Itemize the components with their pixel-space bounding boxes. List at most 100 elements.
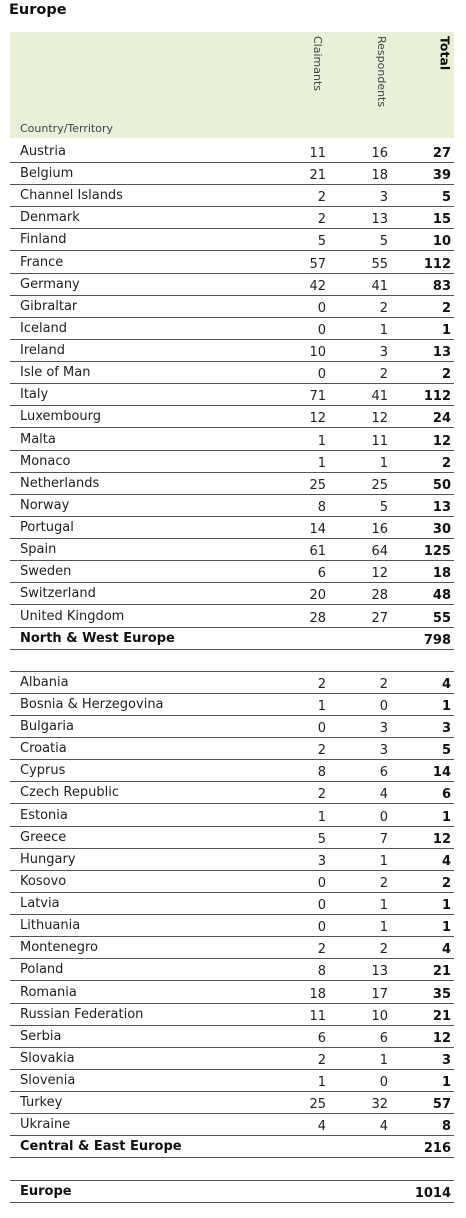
respondents-cell: 16: [371, 146, 388, 161]
total-cell: 1: [441, 699, 451, 714]
country-cell: Luxembourg: [20, 409, 102, 425]
claimants-cell: 1: [317, 699, 326, 714]
claimants-cell: 1: [317, 433, 326, 449]
country-cell: Montenegro: [20, 940, 99, 956]
country-cell: Denmark: [20, 210, 80, 226]
table-row: Russian Federation 11 10 21: [10, 1004, 454, 1026]
country-cell: Iceland: [20, 320, 68, 336]
claimants-cell: 21: [309, 168, 326, 184]
column-header-country: Country/Territory: [20, 122, 114, 135]
total-cell: 14: [432, 765, 451, 781]
table-row: Greece 5 7 12: [10, 827, 454, 849]
claimants-cell: 2: [317, 787, 326, 803]
respondents-cell: 6: [379, 765, 388, 781]
table-row: Montenegro 2 2 4: [10, 937, 454, 960]
country-cell: Isle of Man: [20, 365, 91, 381]
respondents-cell: 17: [371, 986, 388, 1002]
total-cell: 21: [432, 1008, 451, 1024]
claimants-cell: 0: [317, 898, 326, 914]
country-cell: Greece: [20, 829, 67, 845]
table-row: Turkey 25 32 57: [10, 1092, 454, 1115]
country-cell: Slovakia: [20, 1050, 75, 1066]
claimants-cell: 5: [317, 234, 326, 250]
total-cell: 2: [441, 367, 451, 383]
total-cell: 57: [432, 1097, 451, 1113]
table-row: France 57 55 112: [10, 252, 454, 274]
respondents-cell: 6: [379, 1030, 388, 1046]
total-cell: 12: [432, 1030, 451, 1046]
table-row: Romania 18 17 35: [10, 982, 454, 1004]
claimants-cell: 3: [317, 853, 326, 869]
table-spacer-row: [10, 650, 454, 672]
total-cell: 125: [423, 544, 451, 560]
claimants-cell: 2: [317, 743, 326, 759]
table-row: Norway 8 5 13: [10, 495, 454, 517]
total-cell: 12: [432, 433, 451, 449]
column-header-total: Total: [437, 36, 453, 71]
country-cell: Malta: [20, 431, 56, 447]
country-cell: Spain: [20, 542, 57, 558]
country-cell: North & West Europe: [20, 630, 175, 646]
respondents-cell: 13: [371, 212, 388, 228]
country-cell: France: [20, 254, 64, 270]
total-cell: 2: [441, 300, 451, 316]
country-cell: Gibraltar: [20, 298, 78, 314]
claimants-cell: 1: [317, 455, 326, 471]
claimants-cell: 10: [309, 345, 326, 361]
table-header: Claimants Respondents Total Country/Terr…: [10, 32, 454, 138]
respondents-cell: 3: [379, 743, 388, 759]
total-cell: 12: [432, 831, 451, 847]
table-row: Denmark 2 13 15: [10, 207, 454, 230]
total-cell: 39: [432, 168, 451, 184]
total-cell: 27: [432, 146, 451, 161]
total-cell: 4: [441, 676, 451, 692]
claimants-cell: 0: [317, 721, 326, 737]
respondents-cell: 25: [371, 477, 388, 493]
subtotal-row: North & West Europe 798: [10, 628, 454, 650]
total-cell: 55: [432, 610, 451, 626]
respondents-cell: 64: [371, 544, 388, 560]
table-row: Bosnia & Herzegovina 1 0 1: [10, 694, 454, 716]
table-row: Belgium 21 18 39: [10, 163, 454, 186]
column-header-claimants: Claimants: [311, 36, 324, 92]
table-row: Portugal 14 16 30: [10, 517, 454, 540]
claimants-cell: 14: [309, 522, 326, 538]
table-row: Kosovo 0 2 2: [10, 871, 454, 893]
total-cell: 1: [441, 809, 451, 825]
country-cell: Ukraine: [20, 1117, 71, 1133]
country-cell: Kosovo: [20, 873, 67, 889]
country-cell: Austria: [20, 144, 66, 159]
respondents-cell: 5: [379, 499, 388, 515]
claimants-cell: 2: [317, 942, 326, 958]
claimants-cell: 8: [317, 765, 326, 781]
claimants-cell: 12: [309, 411, 326, 427]
country-cell: Monaco: [20, 453, 71, 469]
country-cell: Estonia: [20, 807, 68, 823]
claimants-cell: 20: [309, 588, 326, 604]
table-row: Malta 1 11 12: [10, 429, 454, 451]
respondents-cell: 0: [379, 1075, 388, 1091]
respondents-cell: 1: [379, 322, 388, 338]
respondents-cell: 5: [379, 234, 388, 250]
table-row: Albania 2 2 4: [10, 672, 454, 694]
country-cell: Belgium: [20, 166, 74, 182]
total-cell: 216: [423, 1141, 451, 1157]
country-cell: Romania: [20, 984, 77, 1000]
table-row: Gibraltar 0 2 2: [10, 296, 454, 318]
total-cell: 48: [432, 588, 451, 604]
total-cell: 2: [441, 455, 451, 471]
table-row: Slovenia 1 0 1: [10, 1070, 454, 1093]
table-row: Italy 71 41 112: [10, 384, 454, 407]
country-cell: Central & East Europe: [20, 1139, 182, 1155]
claimants-cell: 11: [309, 1008, 326, 1024]
total-cell: 10: [432, 234, 451, 250]
claimants-cell: 5: [317, 831, 326, 847]
claimants-cell: 8: [317, 964, 326, 980]
table-row: Isle of Man 0 2 2: [10, 362, 454, 385]
country-cell: Europe: [20, 1183, 72, 1199]
table-row: Lithuania 0 1 1: [10, 915, 454, 938]
claimants-cell: 6: [317, 566, 326, 582]
table-row: Germany 42 41 83: [10, 274, 454, 296]
total-cell: 3: [441, 721, 451, 737]
country-cell: Italy: [20, 387, 49, 403]
